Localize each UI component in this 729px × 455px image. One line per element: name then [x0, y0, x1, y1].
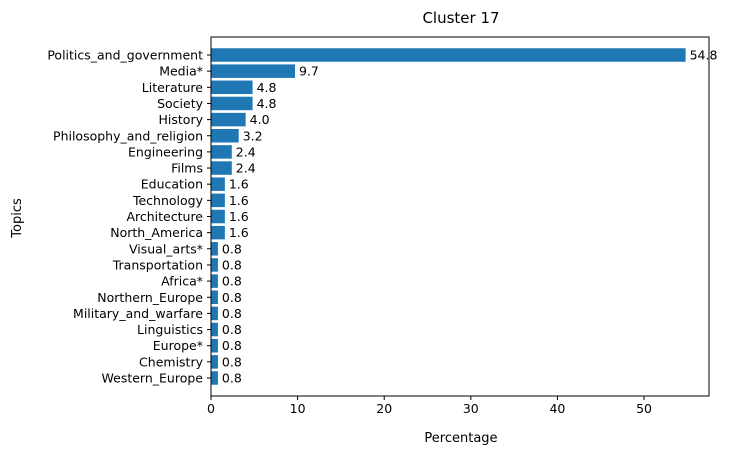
- data-label: 1.6: [229, 209, 249, 224]
- bar: [211, 338, 218, 353]
- bar: [211, 112, 246, 127]
- bar: [211, 242, 218, 256]
- data-label: 0.8: [222, 290, 242, 305]
- data-label: 0.8: [222, 274, 242, 289]
- data-label: 4.0: [250, 112, 270, 127]
- x-tick-label: 50: [636, 401, 652, 416]
- y-tick-label: Education: [141, 177, 203, 192]
- y-tick-label: Technology: [132, 193, 204, 208]
- bar: [211, 80, 253, 95]
- bar: [211, 129, 239, 143]
- x-tick-label: 40: [549, 401, 565, 416]
- bar: [211, 193, 225, 208]
- bar: [211, 177, 225, 191]
- y-tick-label: Society: [157, 96, 204, 111]
- data-label: 4.8: [257, 80, 277, 95]
- bar: [211, 274, 218, 288]
- data-label: 0.8: [222, 354, 242, 369]
- bars-group: [211, 48, 686, 385]
- x-ticks: 0 10 20 30 40 50: [207, 396, 652, 416]
- bar: [211, 306, 218, 321]
- bar: [211, 48, 686, 62]
- bar: [211, 371, 218, 385]
- data-label: 0.8: [222, 371, 242, 386]
- bar: [211, 322, 218, 337]
- y-tick-label: Chemistry: [139, 354, 204, 369]
- chart-title: Cluster 17: [422, 9, 499, 27]
- bar: [211, 209, 225, 224]
- x-tick-label: 10: [290, 401, 306, 416]
- data-label: 2.4: [236, 161, 256, 176]
- bar: [211, 290, 218, 304]
- y-tick-label: Western_Europe: [102, 371, 204, 386]
- y-tick-label: History: [159, 112, 204, 127]
- data-label: 0.8: [222, 306, 242, 321]
- data-label: 0.8: [222, 338, 242, 353]
- y-tick-label: Engineering: [128, 144, 203, 159]
- y-tick-label: Africa*: [161, 274, 203, 289]
- bar: [211, 355, 218, 369]
- bar: [211, 225, 225, 240]
- bar: [211, 96, 253, 111]
- bar: [211, 145, 232, 159]
- data-label: 1.6: [229, 225, 249, 240]
- x-tick-label: 20: [376, 401, 392, 416]
- plot-frame: [210, 36, 710, 397]
- y-tick-label: North_America: [110, 225, 203, 240]
- data-label: 3.2: [243, 128, 263, 143]
- y-tick-label: Media*: [159, 64, 203, 79]
- y-tick-label: Politics_and_government: [47, 48, 203, 63]
- data-label: 4.8: [257, 96, 277, 111]
- bar: [211, 161, 232, 175]
- y-tick-label: Transportation: [112, 257, 203, 272]
- x-axis-label: Percentage: [424, 431, 497, 446]
- y-tick-label: Literature: [142, 80, 204, 95]
- y-tick-label: Films: [171, 161, 203, 176]
- data-label: 0.8: [222, 241, 242, 256]
- y-tick-label: Philosophy_and_religion: [53, 128, 203, 143]
- y-tick-labels: Politics_and_governmentMedia*LiteratureS…: [47, 48, 211, 386]
- x-tick-label: 0: [207, 401, 215, 416]
- data-label: 1.6: [229, 193, 249, 208]
- y-tick-label: Europe*: [153, 338, 203, 353]
- data-label: 1.6: [229, 177, 249, 192]
- bar: [211, 64, 296, 78]
- y-tick-label: Linguistics: [137, 322, 203, 337]
- data-label: 0.8: [222, 322, 242, 337]
- y-tick-label: Architecture: [126, 209, 203, 224]
- data-label: 9.7: [299, 64, 319, 79]
- x-tick-label: 30: [463, 401, 479, 416]
- data-label: 0.8: [222, 257, 242, 272]
- y-tick-label: Visual_arts*: [129, 241, 203, 256]
- y-tick-label: Military_and_warfare: [73, 306, 203, 321]
- y-axis-label: Topics: [10, 198, 25, 239]
- data-label: 2.4: [236, 144, 256, 159]
- data-labels: 54.89.74.84.84.03.22.42.41.61.61.61.60.8…: [222, 48, 718, 386]
- data-label: 54.8: [690, 48, 718, 63]
- y-tick-label: Northern_Europe: [97, 290, 203, 305]
- bar: [211, 258, 218, 272]
